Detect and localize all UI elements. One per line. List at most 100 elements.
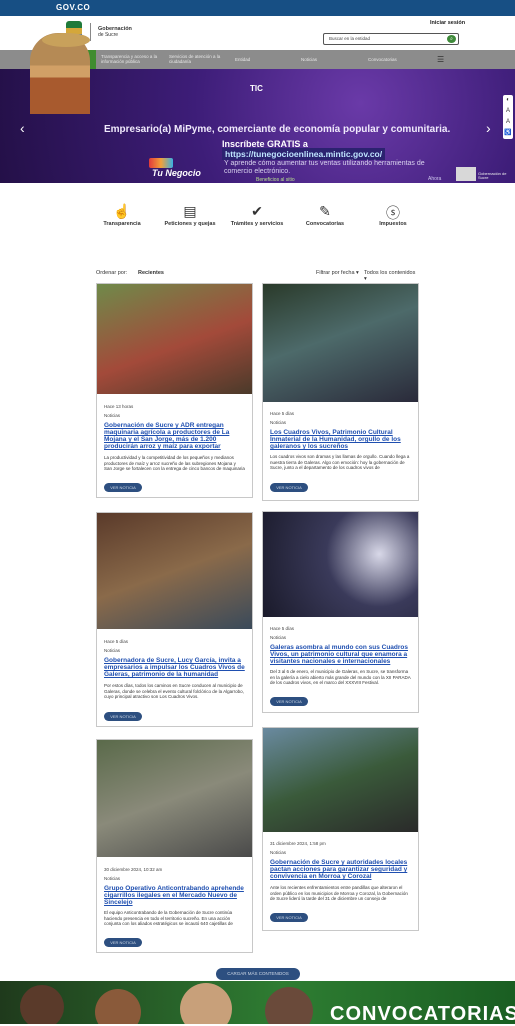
tic-logo: TIC <box>250 84 263 93</box>
news-card[interactable]: Hace 13 horas Noticias Gobernación de Su… <box>96 283 253 498</box>
search-input[interactable]: Buscar en la entidad ⌕ <box>323 33 459 45</box>
logo-line-1: Gobernación <box>98 26 132 32</box>
news-description: La productividad y la competitividad de … <box>104 455 245 471</box>
quick-link-label: Convocatorias <box>305 221 345 227</box>
nav-item-entidad[interactable]: Entidad <box>235 50 275 69</box>
banner-url[interactable]: https://tunegocioenlinea.mintic.gov.co/ <box>222 148 386 160</box>
accessibility-icon[interactable]: ♿ <box>504 130 512 136</box>
news-description: Por estos días, todos los caminos en Suc… <box>104 683 244 699</box>
news-category: Noticias <box>104 413 121 418</box>
check-icon: ✔ <box>251 203 263 219</box>
quick-link-label: Transparencia <box>103 221 141 227</box>
sort-label: Ordenar por: <box>96 270 128 276</box>
news-image <box>263 284 418 402</box>
load-more-button[interactable]: CARGAR MÁS CONTENIDOS <box>216 968 300 980</box>
news-card[interactable]: Hace 5 días Noticias Gobernadora de Sucr… <box>96 512 253 727</box>
carousel-prev-icon[interactable]: ‹ <box>20 120 25 136</box>
news-card[interactable]: Hace 5 días Noticias Los Cuadros Vivos, … <box>262 283 419 501</box>
sort-bar: Ordenar por: Recientes Filtrar por fecha… <box>96 270 418 282</box>
gov-topbar: GOV.CO <box>0 0 515 16</box>
filter-date-dropdown[interactable]: Filtrar por fecha ▾ <box>316 270 359 276</box>
shopping-cart-icon <box>149 158 173 168</box>
nav-label: Entidad <box>235 57 251 62</box>
news-time: Hace 5 días <box>104 639 129 644</box>
news-time: Hace 13 horas <box>104 404 134 409</box>
hand-pointer-icon: ☝ <box>113 203 131 219</box>
dollar-icon: ⓢ <box>386 205 400 221</box>
news-time: 31 diciembre 2024, 1:58 pm <box>270 841 326 846</box>
view-news-button[interactable]: VER NOTICIA <box>270 697 308 706</box>
news-title[interactable]: Gobernación de Sucre y ADR entregan maqu… <box>104 422 230 450</box>
gov-co-label[interactable]: GOV.CO <box>56 3 91 12</box>
nav-item-transparencia[interactable]: Transparencia y acceso a la información … <box>101 50 163 69</box>
quick-link-convocatorias[interactable]: ✎ Convocatorias <box>295 203 355 227</box>
news-category: Noticias <box>270 420 287 425</box>
site-logo-text[interactable]: Gobernación de Sucre <box>98 26 132 38</box>
quick-link-impuestos[interactable]: ⓢ Impuestos <box>363 203 423 227</box>
news-category: Noticias <box>104 648 121 653</box>
quick-link-peticiones[interactable]: ▤ Peticiones y quejas <box>160 203 220 227</box>
convocatorias-banner[interactable] <box>0 981 515 1024</box>
banner-description: Y aprende cómo aumentar tus ventas utili… <box>224 160 425 175</box>
quick-link-label: Peticiones y quejas <box>164 221 216 227</box>
news-category: Noticias <box>270 850 287 855</box>
quick-link-tramites[interactable]: ✔ Trámites y servicios <box>227 203 287 227</box>
news-description: Del 3 al 6 de enero, el municipio de Gal… <box>270 669 411 685</box>
gobernacion-label: Gobernación de Sucre <box>478 171 507 180</box>
main-nav: Inicio Transparencia y acceso a la infor… <box>0 50 515 69</box>
banner-face-image <box>20 985 64 1024</box>
news-category: Noticias <box>104 876 121 881</box>
view-news-button[interactable]: VER NOTICIA <box>104 483 142 492</box>
accessibility-toolbar: ◐ A A ♿ <box>503 95 513 139</box>
news-title[interactable]: Gobernación de Sucre y autoridades local… <box>270 859 408 880</box>
banner-hat-image <box>42 33 90 47</box>
banner-subtitle: Inscríbete GRATIS a <box>222 139 308 149</box>
news-card[interactable]: Hace 5 días Noticias Galeras asombra al … <box>262 511 419 713</box>
news-title[interactable]: Galeras asombra al mundo con sus Cuadros… <box>270 644 408 665</box>
banner-face-image <box>180 983 232 1024</box>
hamburger-menu-icon[interactable]: ☰ <box>437 55 445 64</box>
font-decrease-icon[interactable]: A <box>505 108 510 114</box>
news-card[interactable]: 30 diciembre 2024, 10:32 am Noticias Gru… <box>96 739 253 953</box>
tu-negocio-brand: Tu Negocio <box>152 168 201 178</box>
news-title[interactable]: Gobernadora de Sucre, Lucy García, invit… <box>104 657 245 678</box>
carousel-next-icon[interactable]: › <box>486 120 491 136</box>
banner-face-image <box>265 987 313 1024</box>
filter-content-dropdown[interactable]: Todos los contenidos ▾ <box>364 270 416 282</box>
news-description: Ante los recientes enfrentamientos entre… <box>270 885 408 901</box>
banner-title: Empresario(a) MiPyme, comerciante de eco… <box>104 124 451 135</box>
news-title[interactable]: Grupo Operativo Anticontrabando aprehend… <box>104 885 244 906</box>
news-card[interactable]: 31 diciembre 2024, 1:58 pm Noticias Gobe… <box>262 727 419 931</box>
news-category: Noticias <box>270 635 287 640</box>
news-description: El equipo Anticontrabando de la Gobernac… <box>104 910 233 926</box>
nav-item-servicios[interactable]: Servicios de atención a la ciudadanía <box>169 50 227 69</box>
quick-link-label: Trámites y servicios <box>230 221 284 227</box>
news-image <box>97 284 252 394</box>
news-image <box>97 740 252 857</box>
nav-label: Convocatorias <box>368 57 397 62</box>
nav-item-noticias[interactable]: Noticias <box>301 50 341 69</box>
logo-divider <box>90 23 91 41</box>
clipboard-icon: ✎ <box>319 203 331 219</box>
font-increase-icon[interactable]: A <box>505 119 510 125</box>
search-placeholder: Buscar en la entidad <box>329 36 371 41</box>
news-time: 30 diciembre 2024, 10:32 am <box>104 867 163 872</box>
news-time: Hace 5 días <box>270 626 295 631</box>
banner-face-image <box>95 989 141 1024</box>
view-news-button[interactable]: VER NOTICIA <box>270 483 308 492</box>
view-news-button[interactable]: VER NOTICIA <box>270 913 308 922</box>
filter-date-label: Filtrar por fecha <box>316 270 355 276</box>
news-image <box>263 512 418 617</box>
quick-link-transparencia[interactable]: ☝ Transparencia <box>92 203 152 227</box>
search-icon[interactable]: ⌕ <box>447 35 456 43</box>
sort-select[interactable]: Recientes <box>138 270 164 276</box>
quick-link-label: Impuestos <box>379 221 407 227</box>
news-title[interactable]: Los Cuadros Vivos, Patrimonio Cultural I… <box>270 429 401 450</box>
convocatorias-title: CONVOCATORIAS <box>330 1003 515 1025</box>
login-link[interactable]: Iniciar sesión <box>430 20 466 26</box>
view-news-button[interactable]: VER NOTICIA <box>104 938 142 947</box>
contrast-icon[interactable]: ◐ <box>506 97 510 103</box>
view-news-button[interactable]: VER NOTICIA <box>104 712 142 721</box>
nav-item-convocatorias[interactable]: Convocatorias <box>368 50 418 69</box>
banner-footnote: Beneficios al sitio <box>256 177 295 183</box>
